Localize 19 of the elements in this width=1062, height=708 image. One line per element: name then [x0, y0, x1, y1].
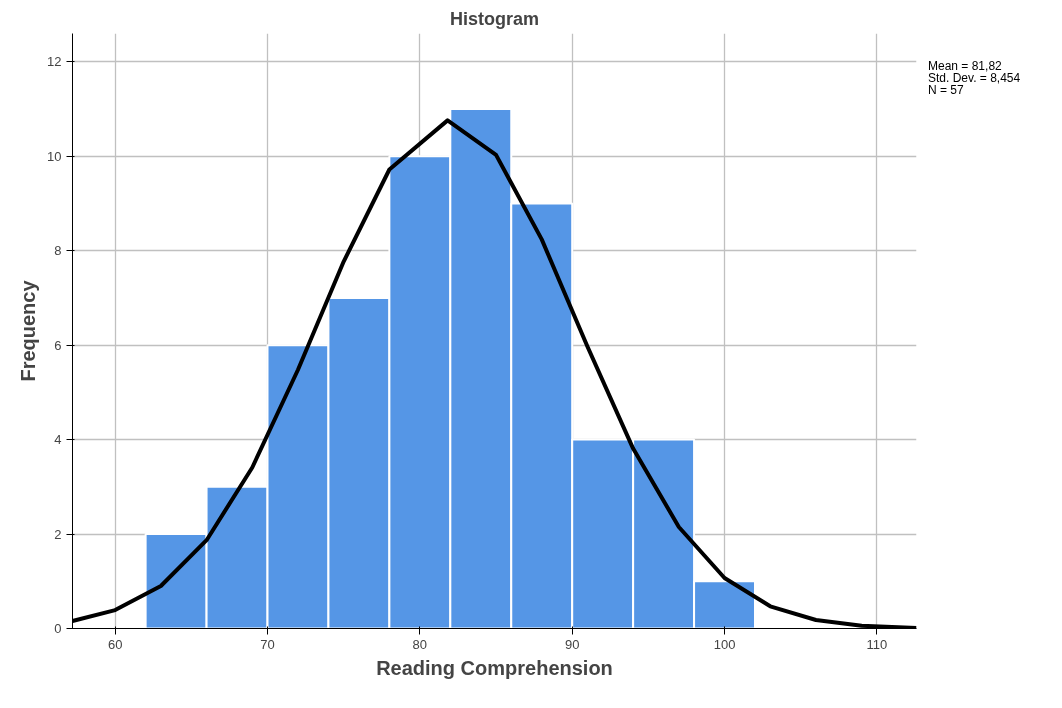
- x-tick-label: 100: [713, 636, 736, 652]
- x-tick-label: 70: [260, 636, 275, 652]
- text: Std. Dev. = 8,454: [928, 71, 1021, 85]
- y-tick-label: 10: [47, 148, 62, 164]
- x-tick-label: 90: [564, 636, 580, 652]
- y-tick-label: 8: [54, 243, 62, 259]
- x-tick-label: 60: [107, 636, 123, 652]
- x-axis-title: Reading Comprehension: [376, 656, 613, 679]
- y-tick-label: 6: [54, 337, 62, 353]
- y-axis-title: Frequency: [17, 279, 40, 382]
- x-tick-label: 80: [412, 636, 428, 652]
- text: Mean = 81,82: [928, 59, 1002, 73]
- y-tick-label: 4: [54, 432, 62, 448]
- y-tick-label: 12: [47, 54, 62, 70]
- text: N = 57: [928, 83, 964, 97]
- y-tick-label: 2: [54, 526, 62, 542]
- y-tick-label: 0: [54, 621, 62, 636]
- x-tick-label: 110: [866, 636, 888, 652]
- chart-title: Histogram: [449, 8, 540, 29]
